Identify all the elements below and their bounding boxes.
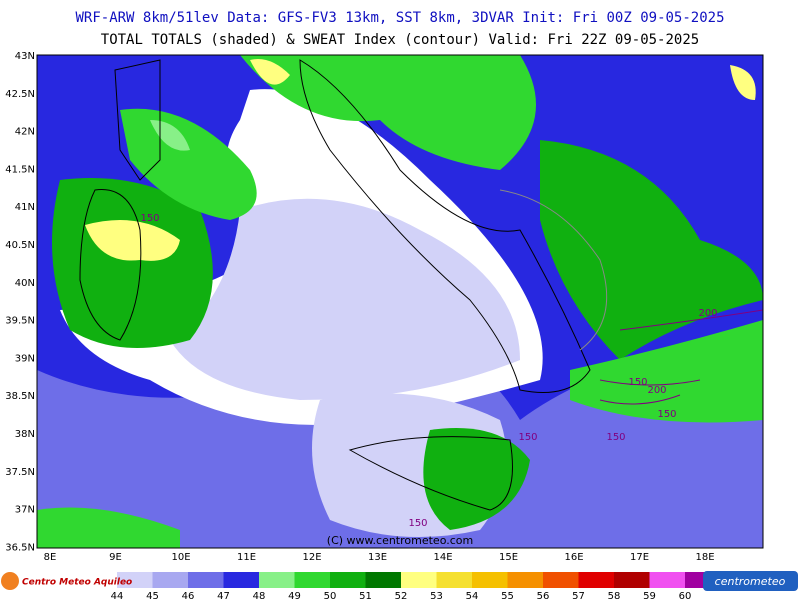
contour-label: 150 [628, 377, 647, 388]
lon-label: 8E [44, 552, 57, 563]
map-frame [36, 54, 764, 549]
title-line-2: TOTAL TOTALS (shaded) & SWEAT Index (con… [101, 32, 699, 48]
lat-label: 37N [15, 505, 35, 516]
colorbar-label: 59 [643, 591, 656, 600]
lat-label: 40.5N [5, 240, 35, 251]
lat-label: 41N [15, 202, 35, 213]
lat-label: 43N [15, 51, 35, 62]
lat-label: 42.5N [5, 89, 35, 100]
lon-label: 16E [564, 552, 583, 563]
lat-label: 41.5N [5, 164, 35, 175]
lon-label: 18E [695, 552, 714, 563]
colorbar-swatch [223, 572, 259, 588]
colorbar-swatch [259, 572, 295, 588]
lat-label: 38N [15, 429, 35, 440]
colorbar-label: 50 [324, 591, 337, 600]
colorbar-label: 56 [537, 591, 550, 600]
contour-label: 150 [140, 213, 159, 224]
colorbar-label: 45 [146, 591, 159, 600]
colorbar-swatch [330, 572, 366, 588]
colorbar-label: 46 [182, 591, 195, 600]
colorbar-label: 53 [430, 591, 443, 600]
lon-label: 11E [237, 552, 256, 563]
colorbar-label: 54 [466, 591, 479, 600]
colorbar-label: 49 [288, 591, 301, 600]
colorbar-swatch [152, 572, 188, 588]
colorbar-swatch [117, 572, 153, 588]
logo-icon [1, 572, 19, 590]
colorbar-swatch [436, 572, 472, 588]
logo-left: Centro Meteo Aquileo [22, 578, 132, 588]
axes: 43N 42.5N 42N 41.5N 41N 40.5N 40N 39.5N 39N 38.5N… [5, 51, 714, 563]
colorbar-label: 48 [253, 591, 266, 600]
title-line-1: WRF-ARW 8km/51lev Data: GFS-FV3 13km, SS… [75, 10, 724, 26]
colorbar-swatch [649, 572, 685, 588]
lat-label: 42N [15, 127, 35, 138]
colorbar-label: 60 [679, 591, 692, 600]
colorbar-label: 58 [608, 591, 621, 600]
lat-label: 39.5N [5, 316, 35, 327]
lon-label: 14E [433, 552, 452, 563]
colorbar: 44 45 46 47 48 49 50 51 52 53 54 55 56 57 58 59 60 [111, 572, 721, 602]
colorbar-swatch [578, 572, 614, 588]
contour-label: 150 [408, 518, 427, 529]
lon-label: 15E [499, 552, 518, 563]
colorbar-swatch [188, 572, 224, 588]
colorbar-label: 55 [501, 591, 514, 600]
contour-label: 150 [606, 432, 625, 443]
contour-label: 200 [698, 308, 717, 319]
lat-label: 37.5N [5, 467, 35, 478]
colorbar-swatch [472, 572, 508, 588]
contour-label: 150 [657, 409, 676, 420]
colorbar-label: 57 [572, 591, 585, 600]
lon-label: 9E [109, 552, 122, 563]
lat-label: 36.5N [5, 542, 35, 553]
lat-label: 40N [15, 278, 35, 289]
colorbar-label: 47 [217, 591, 230, 600]
contour-label: 200 [647, 385, 666, 396]
colorbar-label: 51 [359, 591, 372, 600]
contour-label: 150 [518, 432, 537, 443]
colorbar-swatch [507, 572, 543, 588]
map-field [37, 55, 763, 548]
lat-label: 39N [15, 353, 35, 364]
lon-label: 17E [630, 552, 649, 563]
logo-right: centrometeo [715, 575, 786, 588]
colorbar-swatch [401, 572, 437, 588]
colorbar-label: 52 [395, 591, 408, 600]
logo-right-box [703, 571, 798, 591]
lat-label: 38.5N [5, 391, 35, 402]
copyright: (C) www.centrometeo.com [327, 534, 473, 547]
lon-label: 13E [368, 552, 387, 563]
colorbar-swatch [365, 572, 401, 588]
colorbar-label: 44 [111, 591, 124, 600]
contour-labels: 150 200 150 200 150 150 150 150 [140, 213, 717, 529]
colorbar-swatch [614, 572, 650, 588]
lon-label: 12E [302, 552, 321, 563]
colorbar-swatch [294, 572, 330, 588]
lon-label: 10E [171, 552, 190, 563]
colorbar-swatch [543, 572, 579, 588]
